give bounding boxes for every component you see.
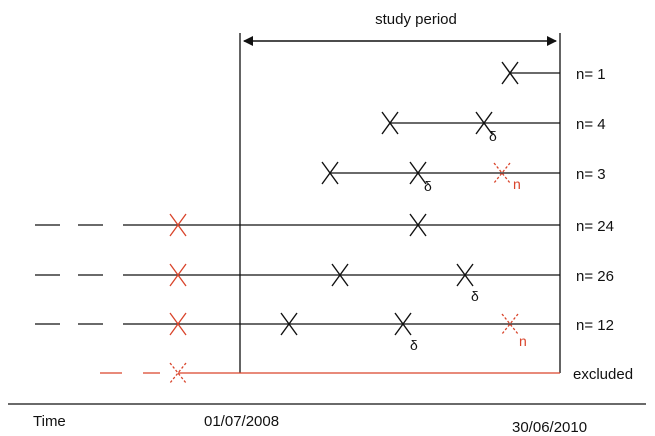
time-label: Time bbox=[33, 413, 66, 430]
row-label: n= 24 bbox=[576, 218, 614, 235]
delta-subscript: δ bbox=[471, 288, 479, 304]
row-label: n= 26 bbox=[576, 268, 614, 285]
start-date-label: 01/07/2008 bbox=[204, 413, 279, 430]
row-n4: δ n= 4 bbox=[381, 111, 606, 144]
n-subscript: n bbox=[519, 333, 527, 349]
row-n3: δ n n= 3 bbox=[321, 161, 606, 194]
row-label: n= 3 bbox=[576, 166, 606, 183]
row-n24: n= 24 bbox=[35, 213, 614, 237]
entry-cross-marker bbox=[321, 161, 339, 185]
row-n26: δ n= 26 bbox=[35, 263, 614, 304]
row-label: n= 4 bbox=[576, 116, 606, 133]
event-cross-marker bbox=[409, 213, 427, 237]
row-n1: n= 1 bbox=[501, 61, 606, 85]
prior-entry-cross-marker bbox=[169, 213, 187, 237]
prior-entry-cross-marker bbox=[169, 263, 187, 287]
entry-cross-marker bbox=[280, 312, 298, 336]
prior-entry-cross-marker bbox=[169, 312, 187, 336]
delta-subscript: δ bbox=[489, 128, 497, 144]
row-n12: δ n n= 12 bbox=[35, 312, 614, 353]
event-cross-marker bbox=[394, 312, 412, 336]
row-label: n= 12 bbox=[576, 317, 614, 334]
n-subscript: n bbox=[513, 176, 521, 192]
event-cross-marker bbox=[501, 61, 519, 85]
row-label: n= 1 bbox=[576, 66, 606, 83]
row-label: excluded bbox=[573, 366, 633, 383]
event-cross-marker bbox=[456, 263, 474, 287]
event-cross-marker bbox=[475, 111, 493, 135]
entry-cross-marker bbox=[381, 111, 399, 135]
event-cross-marker bbox=[331, 263, 349, 287]
delta-subscript: δ bbox=[410, 337, 418, 353]
event-cross-marker bbox=[409, 161, 427, 185]
row-excluded: excluded bbox=[100, 362, 633, 384]
study-period-label: study period bbox=[375, 11, 457, 28]
delta-subscript: δ bbox=[424, 178, 432, 194]
end-date-label: 30/06/2010 bbox=[512, 419, 587, 436]
